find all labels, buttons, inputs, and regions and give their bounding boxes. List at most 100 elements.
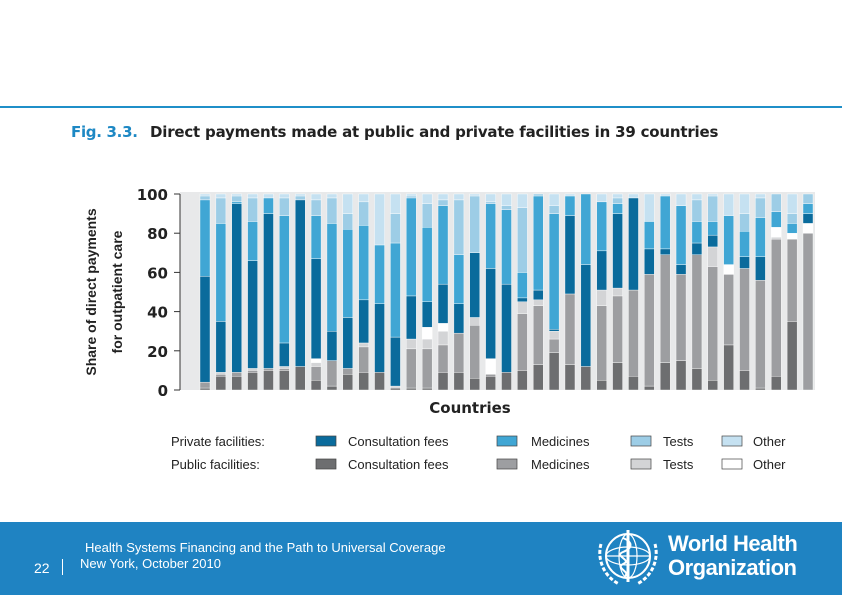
bar-segment [675, 264, 687, 275]
legend-swatch [496, 435, 518, 447]
bar-segment [215, 193, 227, 199]
bar-segment [310, 362, 322, 367]
bar-segment [390, 387, 401, 391]
legend-row-label: Private facilities: [171, 434, 265, 449]
bar-segment [802, 223, 814, 234]
bar-segment [723, 344, 734, 391]
legend-item-label: Consultation fees [348, 457, 449, 472]
bar-segment [755, 256, 766, 281]
y-axis-label-line1: Share of direct payments [83, 208, 99, 375]
bar-segment [644, 274, 655, 387]
bar-segment [533, 195, 544, 291]
legend-item-label: Medicines [531, 457, 590, 472]
header-rule [0, 106, 842, 108]
bar-segment [358, 372, 369, 391]
bar-segment [437, 344, 449, 373]
bar-segment [263, 193, 274, 199]
bar-segment [310, 380, 322, 391]
y-tick-label: 80 [147, 225, 168, 243]
legend-item-label: Tests [663, 434, 694, 449]
bar-segment [295, 366, 306, 391]
bar-segment [390, 213, 401, 244]
bar-segment [215, 223, 227, 322]
bar-segment [199, 276, 211, 383]
bar-segment [231, 372, 242, 377]
bar-segment [215, 372, 227, 375]
bar-segment [279, 366, 290, 369]
bar-segment [247, 221, 258, 261]
bar-segment [771, 227, 782, 238]
bar-segment [533, 299, 544, 306]
bar-segment [723, 264, 734, 275]
legend-swatch [630, 458, 652, 470]
bar-segment [548, 329, 560, 332]
bar-segment [707, 246, 718, 267]
bar-segment [406, 295, 417, 340]
bar-segment [517, 370, 528, 391]
bar-segment [469, 252, 480, 318]
bar-segment [263, 368, 274, 371]
bar-segment [215, 321, 227, 373]
bar-segment [564, 293, 576, 365]
bar-segment [739, 268, 750, 371]
bar-segment [247, 372, 258, 391]
bar-segment [612, 197, 623, 204]
bar-segment [533, 305, 544, 365]
bar-segment [802, 213, 814, 224]
bar-segment [564, 195, 576, 216]
bar-segment [485, 203, 496, 269]
bar-segment [263, 213, 274, 369]
bar-segment [596, 380, 607, 391]
bar-segment [691, 199, 703, 222]
x-axis-label: Countries [429, 399, 511, 417]
bar-segment [342, 229, 354, 318]
bar-segment [421, 203, 433, 228]
bar-segment [437, 283, 449, 324]
bar-segment [421, 387, 433, 391]
bar-segment [279, 215, 290, 344]
who-emblem-icon [598, 530, 658, 586]
bar-segment [691, 254, 703, 369]
bar-segment [723, 274, 734, 346]
figure-label: Fig. 3.3. [71, 123, 138, 141]
bar-segment [437, 205, 449, 285]
bar-segment [295, 193, 306, 197]
bar-segment [437, 323, 449, 332]
bar-segment [453, 193, 465, 201]
bar-segment [517, 301, 528, 314]
bar-segment [406, 197, 417, 297]
bar-segment [437, 199, 449, 206]
bar-segment [659, 193, 671, 197]
stacked-bar-chart: 0 20 40 60 80 100 Share of direct payments for … [83, 186, 815, 472]
bar-segment [580, 366, 592, 391]
bar-segment [691, 242, 703, 255]
bar-segment [548, 352, 560, 391]
bar-segment [358, 193, 369, 203]
bar-segment [215, 197, 227, 224]
bar-segment [469, 378, 480, 391]
bar-segment [310, 215, 322, 259]
bar-segment [485, 358, 496, 375]
bar-segment [295, 199, 306, 367]
bar-segment [675, 360, 687, 391]
bar-segment [421, 193, 433, 205]
bar-segment [279, 368, 290, 371]
bar-segment [342, 213, 354, 230]
bar-segment [421, 338, 433, 350]
bar-segment [358, 225, 369, 301]
bar-segment [596, 193, 607, 203]
bar-segment [739, 231, 750, 257]
bar-segment [548, 338, 560, 353]
bar-segment [215, 374, 227, 377]
bar-segment [437, 372, 449, 391]
bar-segment [247, 193, 258, 199]
bar-segment [469, 193, 480, 197]
bar-segment [501, 372, 512, 391]
bar-segment [533, 364, 544, 391]
bar-segment [755, 387, 766, 391]
bar-segment [564, 215, 576, 295]
bar-segment [612, 203, 623, 214]
bar-segment [358, 299, 369, 344]
bar-segment [707, 380, 718, 391]
y-tick-label: 40 [147, 304, 168, 322]
